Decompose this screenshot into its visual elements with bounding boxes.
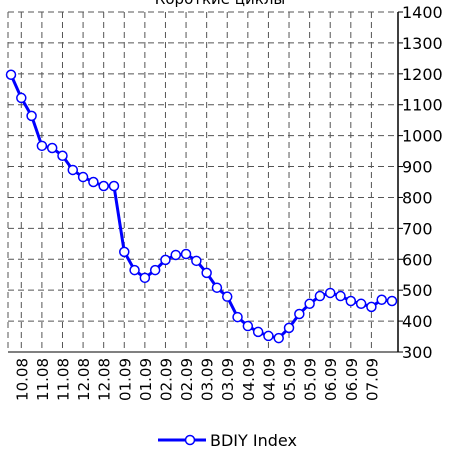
data-point — [149, 264, 161, 276]
x-tick-label: 02.09 — [157, 358, 175, 401]
data-point — [77, 171, 89, 183]
data-point — [273, 332, 284, 344]
y-tick-label: 700 — [402, 219, 433, 238]
data-point — [170, 249, 182, 261]
data-point — [355, 298, 367, 310]
data-point — [242, 320, 254, 332]
legend-marker — [184, 434, 196, 446]
y-tick-label: 1300 — [402, 34, 443, 53]
data-point — [26, 110, 37, 122]
data-point — [294, 308, 305, 320]
x-tick-label: 06.09 — [343, 358, 361, 401]
data-point — [67, 164, 79, 176]
data-point — [88, 176, 99, 188]
data-point — [108, 180, 120, 192]
y-tick-label: 1100 — [402, 96, 443, 115]
x-tick-label: 11.08 — [34, 358, 52, 401]
data-point — [314, 290, 326, 302]
x-tick-label: 03.09 — [199, 358, 217, 401]
data-point — [304, 298, 315, 310]
y-tick-label: 800 — [402, 188, 433, 207]
x-tick-label: 01.09 — [137, 358, 155, 401]
chart-title: Короткие циклы — [155, 0, 286, 8]
data-point — [180, 248, 192, 260]
data-point — [386, 295, 398, 307]
data-point — [324, 287, 336, 299]
x-tick-label: 04.09 — [240, 358, 258, 401]
data-point — [46, 142, 58, 154]
data-point — [283, 322, 295, 334]
y-tick-label: 900 — [402, 158, 433, 177]
y-tick-label: 600 — [402, 250, 433, 269]
data-point — [129, 264, 140, 276]
data-point — [232, 311, 243, 323]
data-point — [36, 140, 48, 152]
data-point — [5, 69, 17, 80]
data-line — [9, 74, 393, 340]
x-tick-label: 05.09 — [302, 358, 320, 401]
y-tick-label: 400 — [402, 312, 433, 331]
data-point — [211, 282, 223, 293]
x-tick-label: 05.09 — [281, 358, 299, 401]
x-tick-label: 10.08 — [13, 358, 31, 401]
data-point — [139, 272, 151, 284]
x-tick-label: 07.09 — [363, 358, 381, 401]
x-tick-label: 02.09 — [178, 358, 196, 401]
data-point — [98, 180, 109, 192]
data-point — [201, 267, 212, 279]
x-tick-label: 03.09 — [219, 358, 237, 401]
x-tick-label: 04.09 — [260, 358, 278, 401]
data-point — [345, 295, 357, 307]
x-tick-label: 06.09 — [322, 358, 340, 401]
y-tick-label: 300 — [402, 343, 433, 362]
x-tick-label: 12.08 — [96, 358, 114, 401]
data-point — [57, 150, 68, 161]
data-point — [376, 294, 387, 306]
data-point — [263, 330, 274, 342]
legend-label: BDIY Index — [210, 431, 297, 450]
y-tick-label: 500 — [402, 281, 433, 300]
data-point — [366, 301, 377, 313]
data-point — [252, 326, 264, 338]
y-tick-label: 1200 — [402, 65, 443, 84]
data-point — [221, 291, 233, 302]
y-tick-label: 1000 — [402, 127, 443, 146]
x-tick-label: 11.08 — [54, 358, 72, 401]
data-point — [16, 92, 27, 104]
data-point — [335, 290, 346, 302]
x-tick-label: 01.09 — [116, 358, 134, 401]
y-tick-label: 1400 — [402, 3, 443, 22]
data-point — [119, 246, 130, 258]
x-tick-label: 12.08 — [75, 358, 93, 401]
data-point — [160, 254, 171, 266]
data-point — [191, 255, 202, 267]
